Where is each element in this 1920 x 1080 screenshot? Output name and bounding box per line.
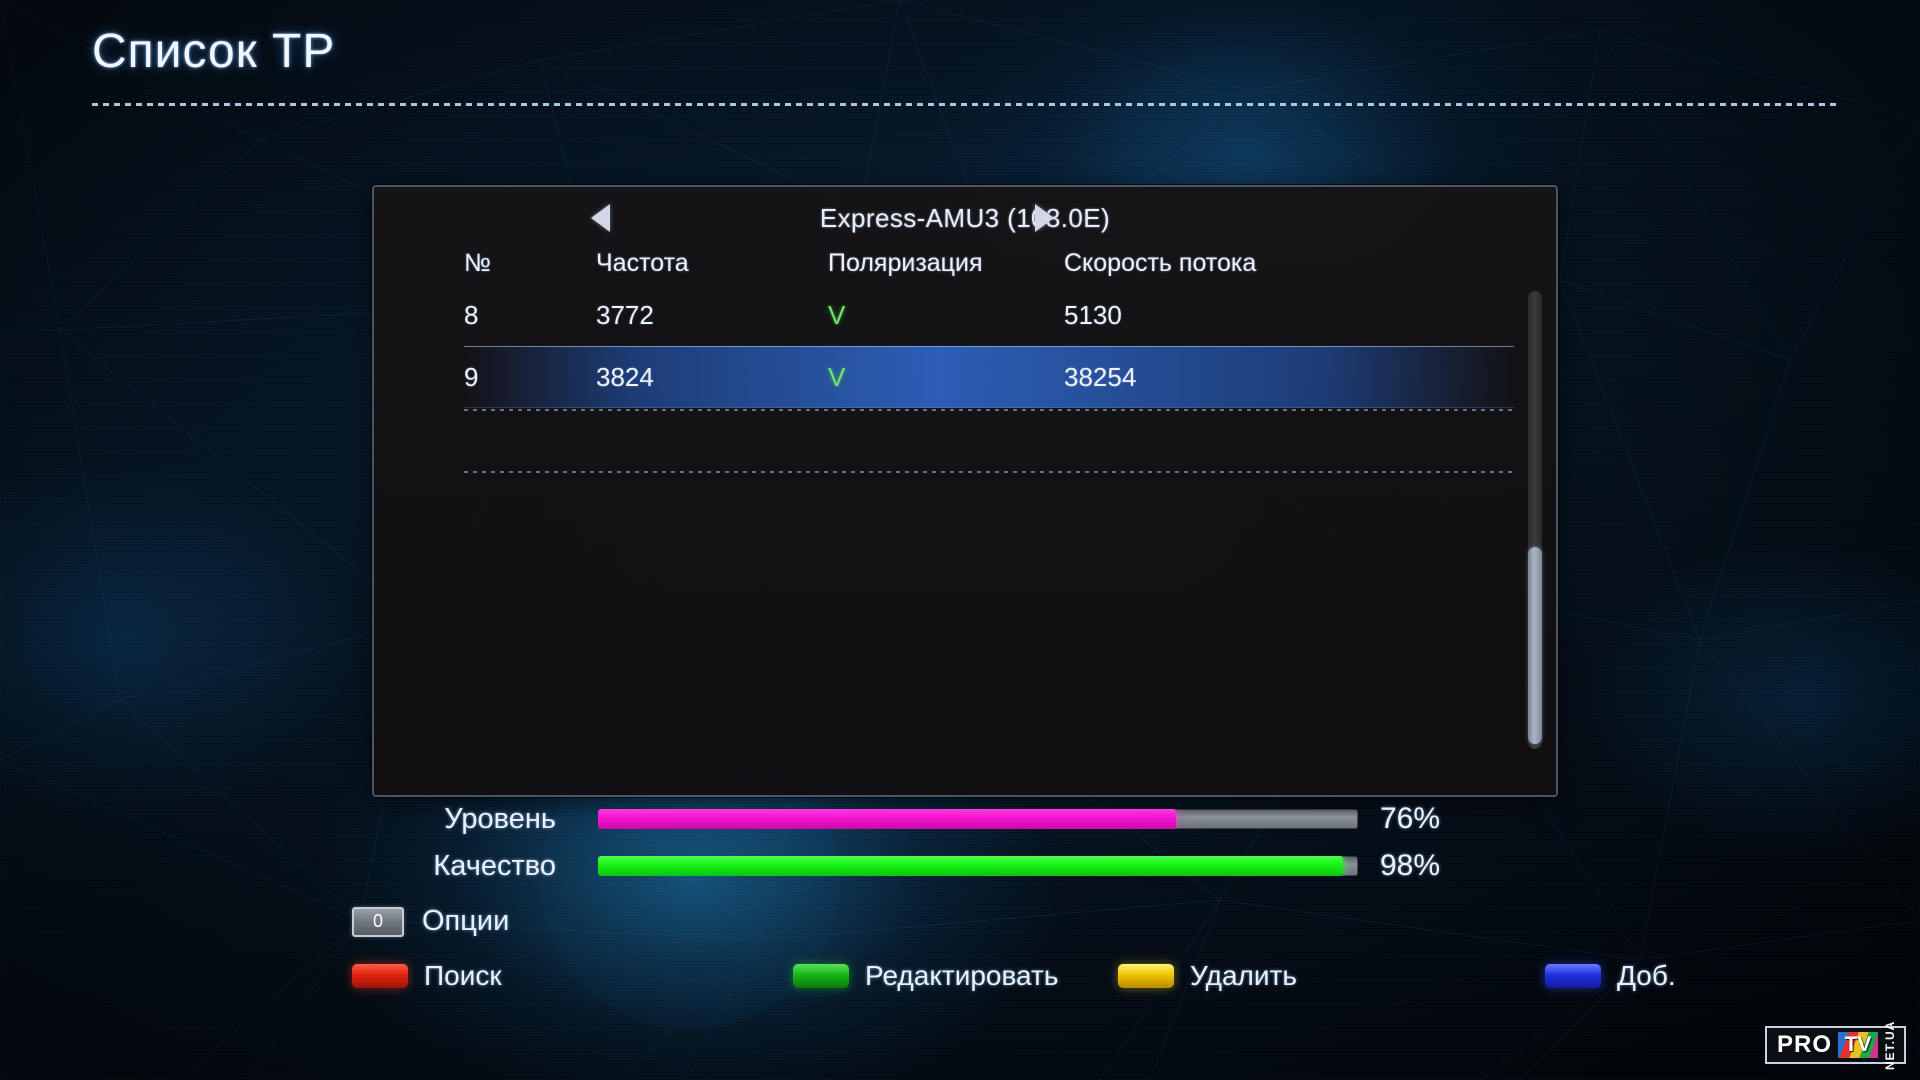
cell-number: 9 <box>464 361 479 392</box>
column-header-frequency: Частота <box>596 249 689 277</box>
color-button-bar: Поиск Редактировать Удалить Доб. <box>0 960 1920 1010</box>
meter-track-quality <box>598 856 1358 876</box>
blue-button-add[interactable]: Доб. <box>1545 960 1676 992</box>
yellow-button-label: Удалить <box>1190 960 1297 991</box>
scrollbar-track[interactable] <box>1528 291 1542 749</box>
column-header-number: № <box>464 249 491 277</box>
signal-meters: Уровень 76% Качество 98% <box>398 800 1538 894</box>
red-button-search[interactable]: Поиск <box>352 960 502 992</box>
meter-fill-level <box>598 809 1176 829</box>
meter-label-level: Уровень <box>444 802 556 835</box>
page-title: Список ТР <box>92 25 336 78</box>
transponder-table-area: № Частота Поляризация Скорость потока 8 … <box>374 249 1556 473</box>
title-divider <box>92 103 1837 106</box>
red-key-icon <box>352 964 408 988</box>
table-header: № Частота Поляризация Скорость потока <box>464 249 1514 284</box>
watermark-tv-icon: TV <box>1838 1032 1878 1058</box>
meter-label-quality: Качество <box>433 849 556 882</box>
options-label: Опции <box>422 905 510 937</box>
row-separator-top <box>464 409 1514 411</box>
triangle-left-icon[interactable] <box>580 198 620 238</box>
green-key-icon <box>793 964 849 988</box>
cell-polarization: V <box>828 361 846 392</box>
meter-value-level: 76% <box>1380 802 1441 835</box>
red-button-label: Поиск <box>424 960 502 991</box>
meter-track-level <box>598 809 1358 829</box>
watermark-pro-text: PRO <box>1776 1031 1832 1058</box>
table-body: 8 3772 V 5130 9 3824 V 38254 <box>464 284 1514 408</box>
table-row[interactable]: 8 3772 V 5130 <box>464 284 1514 346</box>
meter-value-quality: 98% <box>1380 849 1441 882</box>
yellow-key-icon <box>1118 964 1174 988</box>
blue-key-icon <box>1545 964 1601 988</box>
meter-row-level: Уровень 76% <box>398 800 1538 838</box>
triangle-right-glyph <box>1034 204 1054 232</box>
triangle-right-icon[interactable] <box>1024 198 1064 238</box>
scrollbar-thumb[interactable] <box>1528 547 1542 745</box>
transponder-list-panel: Express-AMU3 (103.0E) № Частота Поляриза… <box>372 185 1558 797</box>
column-header-polarization: Поляризация <box>828 249 983 277</box>
green-button-label: Редактировать <box>865 960 1059 991</box>
blue-button-label: Доб. <box>1617 960 1676 991</box>
transponder-table: № Частота Поляризация Скорость потока 8 … <box>464 249 1514 408</box>
yellow-button-delete[interactable]: Удалить <box>1118 960 1297 992</box>
meter-row-quality: Качество 98% <box>398 847 1538 885</box>
satellite-name: Express-AMU3 (103.0E) <box>819 202 1111 233</box>
cell-frequency: 3772 <box>596 299 654 330</box>
table-row-selected[interactable]: 9 3824 V 38254 <box>464 346 1514 408</box>
triangle-left-glyph <box>590 204 610 232</box>
meter-fill-quality <box>598 856 1343 876</box>
row-separator-bottom <box>464 471 1514 473</box>
column-header-symbolrate: Скорость потока <box>1064 249 1257 277</box>
watermark-logo: PRO TV NET.UA <box>1764 1020 1906 1070</box>
key-zero-icon: 0 <box>352 906 404 937</box>
cell-polarization: V <box>828 299 846 330</box>
options-hint[interactable]: 0 Опции <box>352 905 509 938</box>
satellite-selector[interactable]: Express-AMU3 (103.0E) <box>374 187 1556 249</box>
title-block: Список ТР <box>92 28 1837 106</box>
cell-symbolrate: 38254 <box>1064 361 1137 392</box>
cell-number: 8 <box>464 299 479 330</box>
table-header-row: № Частота Поляризация Скорость потока <box>464 249 1514 284</box>
green-button-edit[interactable]: Редактировать <box>793 960 1058 992</box>
watermark-net-text: NET.UA <box>1883 1020 1897 1070</box>
cell-symbolrate: 5130 <box>1064 299 1122 330</box>
cell-frequency: 3824 <box>596 361 654 392</box>
